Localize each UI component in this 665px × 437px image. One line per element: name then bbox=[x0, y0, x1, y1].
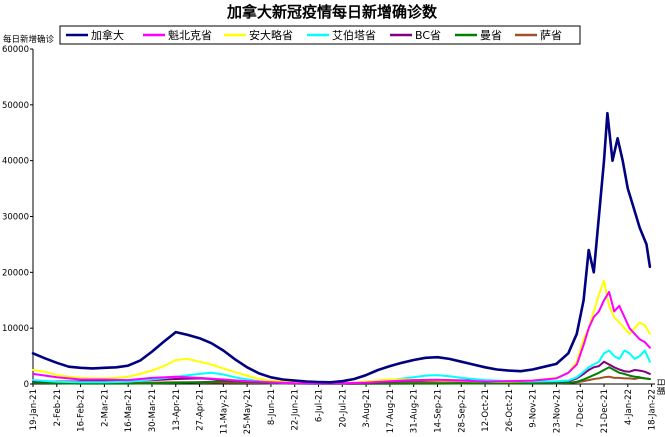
y-tick-label: 50000 bbox=[2, 101, 29, 111]
legend-label: 曼省 bbox=[480, 29, 502, 42]
legend-label: 加拿大 bbox=[91, 28, 124, 42]
x-tick-label: 13-Apr-21 bbox=[172, 389, 182, 431]
x-tick-label: 8-Jun-21 bbox=[267, 389, 277, 425]
chart-title: 加拿大新冠疫情每日新增确诊数 bbox=[226, 3, 438, 21]
series-line bbox=[32, 349, 651, 385]
y-tick-label: 40000 bbox=[2, 157, 29, 167]
x-tick-label: 30-Mar-21 bbox=[148, 389, 158, 432]
x-tick-label: 31-Aug-21 bbox=[410, 389, 420, 433]
x-tick-label: 16-Mar-21 bbox=[124, 389, 134, 432]
axes bbox=[32, 49, 655, 385]
date-axis-label: 日期 bbox=[655, 378, 665, 395]
x-tick-label: 2-Mar-21 bbox=[100, 389, 110, 427]
x-tick-label: 27-Apr-21 bbox=[196, 389, 206, 431]
x-tick-label: 16-Feb-21 bbox=[77, 389, 87, 432]
y-tick-label: 0 bbox=[24, 380, 29, 390]
x-tick-label: 14-Sep-21 bbox=[433, 389, 443, 433]
x-tick-label: 12-Oct-21 bbox=[481, 389, 491, 432]
x-tick-label: 18-Jan-22 bbox=[648, 389, 658, 430]
y-tick-label: 10000 bbox=[2, 324, 29, 334]
x-tick-label: 17-Aug-21 bbox=[386, 389, 396, 433]
legend-label: 魁北克省 bbox=[168, 28, 212, 42]
x-tick-label: 28-Sep-21 bbox=[457, 389, 467, 433]
x-tick-label: 25-May-21 bbox=[243, 389, 253, 434]
x-tick-label: 20-Jul-21 bbox=[338, 389, 348, 428]
x-tick-label: 9-Nov-21 bbox=[529, 389, 539, 428]
y-tick-label: 30000 bbox=[2, 213, 29, 223]
legend: 加拿大 魁北克省 安大略省 艾伯塔省 BC省 曼省 萨省 bbox=[59, 25, 581, 45]
ticks: 0 10000 20000 30000 40000 50000 60000 19-Jan-21… bbox=[2, 45, 658, 434]
series-line bbox=[32, 366, 651, 385]
y-tick-label: 20000 bbox=[2, 268, 29, 278]
x-tick-label: 23-Nov-21 bbox=[552, 389, 562, 433]
series-lines bbox=[31, 111, 652, 385]
y-axis-label: 每日新增确诊 bbox=[3, 34, 55, 45]
legend-label: 安大略省 bbox=[249, 28, 293, 42]
y-tick-label: 60000 bbox=[2, 45, 29, 55]
series-line bbox=[32, 279, 651, 385]
legend-label: 萨省 bbox=[540, 29, 562, 42]
x-tick-label: 4-Jan-22 bbox=[624, 389, 634, 425]
series-line bbox=[32, 290, 651, 385]
x-tick-label: 11-May-21 bbox=[219, 389, 229, 434]
x-tick-label: 7-Dec-21 bbox=[576, 389, 586, 428]
x-tick-label: 21-Dec-21 bbox=[600, 389, 610, 433]
x-tick-label: 22-Jun-21 bbox=[291, 389, 301, 431]
legend-label: 艾伯塔省 bbox=[332, 28, 376, 42]
series-line bbox=[31, 111, 652, 384]
x-tick-label: 3-Aug-21 bbox=[362, 389, 372, 428]
legend-label: BC省 bbox=[415, 29, 441, 42]
x-tick-label: 19-Jan-21 bbox=[29, 389, 39, 430]
x-tick-label: 6-Jul-21 bbox=[315, 389, 325, 422]
x-tick-label: 2-Feb-21 bbox=[53, 389, 63, 426]
x-tick-label: 26-Oct-21 bbox=[505, 389, 515, 432]
